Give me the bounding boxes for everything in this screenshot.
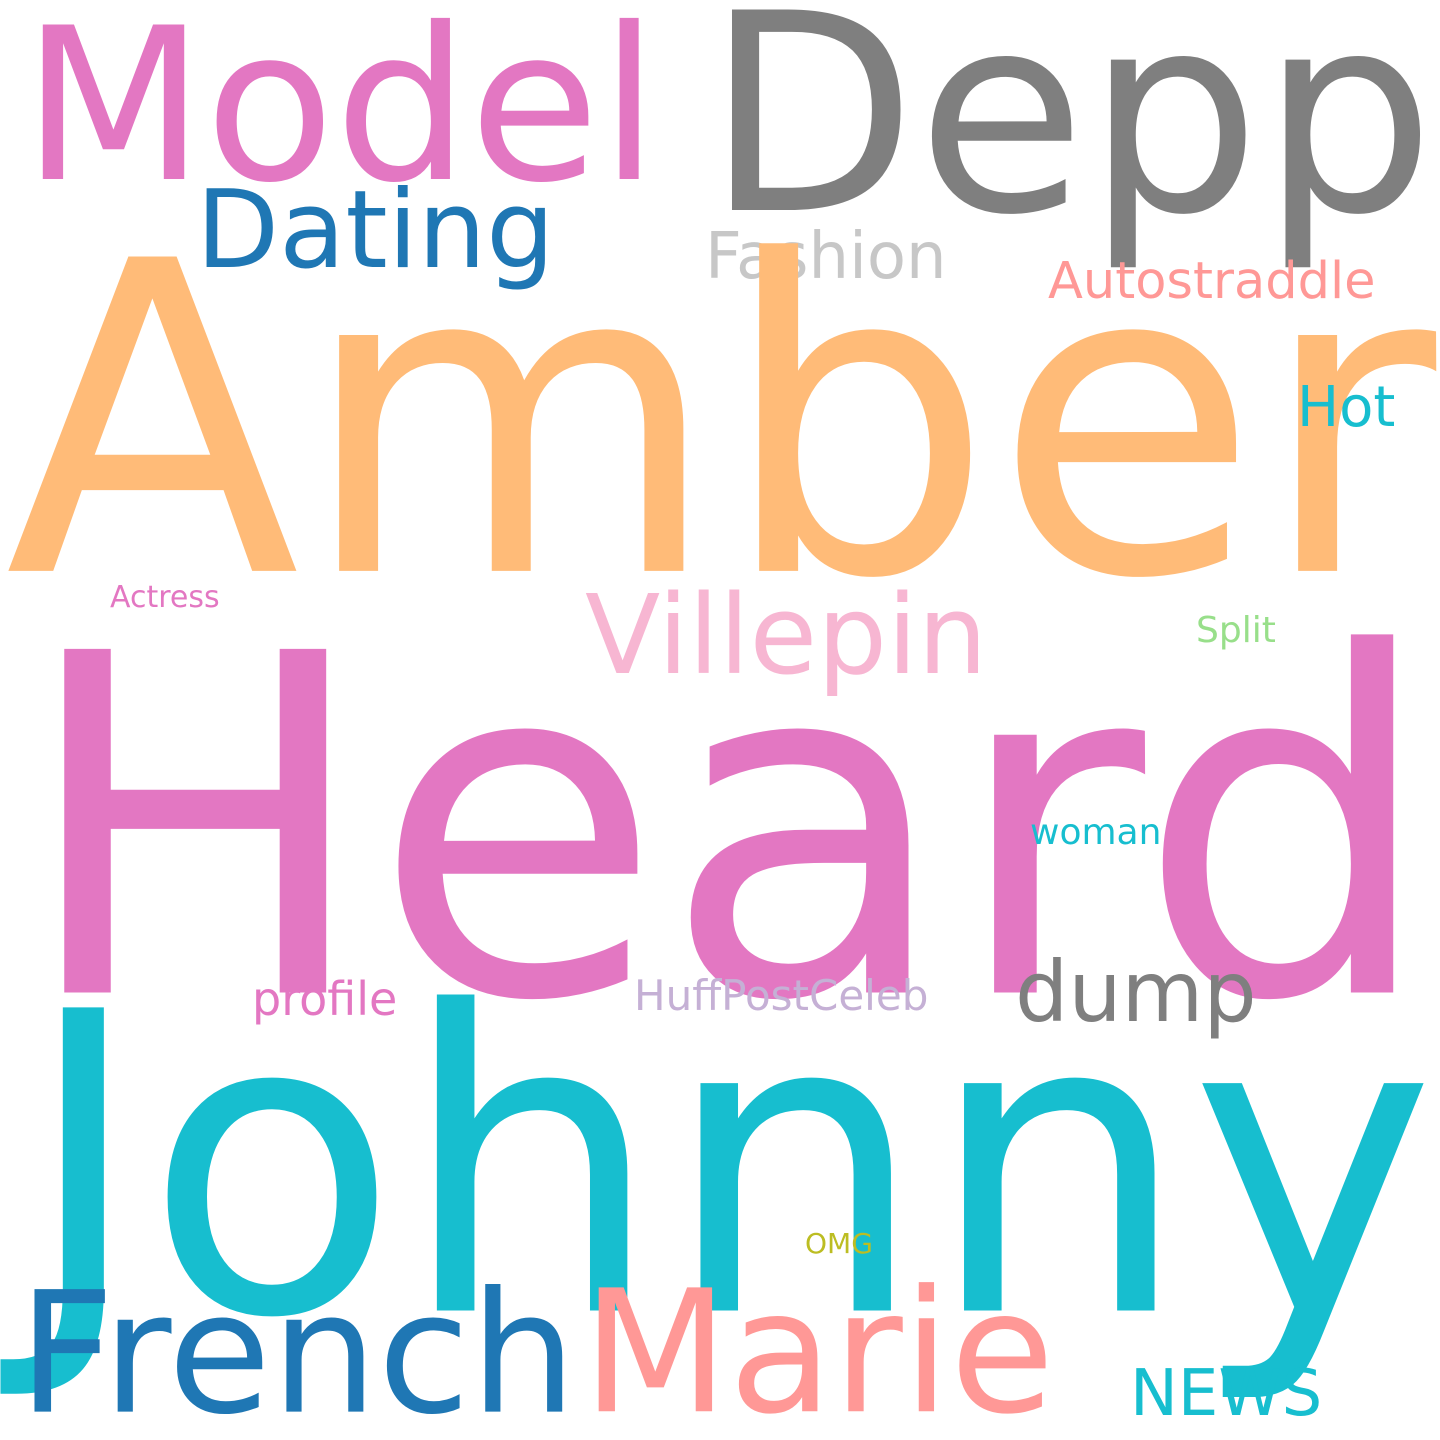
word-heard: Heard: [18, 556, 1437, 1105]
word-johnny: Johnny: [22, 925, 1436, 1410]
word-dump: dump: [1015, 943, 1257, 1041]
word-huffpostceleb: HuffPostCeleb: [634, 971, 929, 1020]
word-model: Model: [22, 0, 659, 229]
word-news: NEWS: [1130, 1357, 1323, 1431]
word-woman: woman: [1030, 812, 1162, 853]
word-depp: Depp: [705, 0, 1436, 275]
word-villepin: Villepin: [585, 571, 988, 699]
word-split: Split: [1196, 610, 1276, 651]
word-actress: Actress: [110, 580, 220, 615]
word-profile: profile: [252, 972, 398, 1026]
word-fashion: Fashion: [705, 220, 947, 294]
word-french: French: [18, 1255, 577, 1440]
word-autostraddle: Autostraddle: [1048, 252, 1376, 311]
word-marie: Marie: [582, 1253, 1055, 1440]
word-omg: OMG: [805, 1227, 873, 1260]
word-dating: Dating: [196, 168, 555, 293]
word-hot: Hot: [1297, 375, 1396, 440]
word-amber: Amber: [5, 171, 1437, 674]
